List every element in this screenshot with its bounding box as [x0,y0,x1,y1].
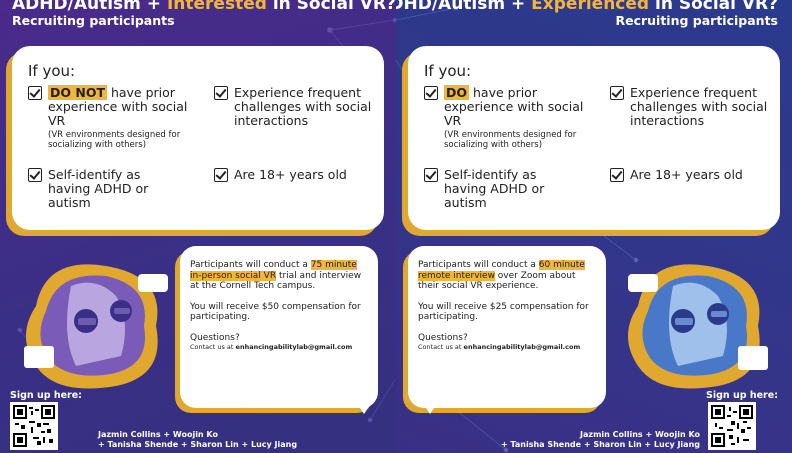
headline: ADHD/Autism + Interested in Social VR? [12,0,396,14]
criterion-age: Are 18+ years old [610,168,770,182]
checkbox-icon [424,86,438,100]
checkbox-icon [424,168,438,182]
flyer-interested: ADHD/Autism + Interested in Social VR? R… [0,0,396,453]
criterion-experience: DO have prior experience with social VR … [424,85,599,150]
criteria-card: If you: DO NOT have prior experience wit… [12,46,384,230]
questions-label: Questions? [418,332,468,343]
checkbox-icon [214,86,228,100]
criterion-challenges: Experience frequent challenges with soci… [214,86,374,128]
speech-tail [352,396,376,414]
subheadline: Recruiting participants [615,13,778,28]
contact-email-link[interactable]: enhancingabilitylab@gmail.com [235,343,353,351]
criterion-identify: Self-identify as having ADHD or autism [424,168,574,210]
details-card: Participants will conduct a 60 minute re… [408,246,606,408]
signup-label: Sign up here: [10,390,82,401]
compensation-text: You will receive $50 compensation for pa… [190,301,361,323]
checkbox-icon [214,168,228,182]
vr-users-illustration [628,264,768,389]
qr-code-icon[interactable] [10,402,58,450]
signup-label: Sign up here: [706,390,778,401]
speech-tail [418,396,442,414]
checkbox-icon [28,86,42,100]
flyer-experienced: ADHD/Autism + Experienced in Social VR? … [396,0,792,453]
criterion-challenges: Experience frequent challenges with soci… [610,86,770,128]
criterion-experience: DO NOT have prior experience with social… [28,85,203,150]
credits: Jazmin Collins + Woojin Ko + Tanisha She… [98,430,298,449]
if-you-label: If you: [28,62,76,80]
checkbox-icon [610,168,624,182]
compensation-text: You will receive $25 compensation for pa… [418,301,589,323]
credits: Jazmin Collins + Woojin Ko + Tanisha She… [500,430,700,449]
details-card: Participants will conduct a 75 minute in… [180,246,378,408]
contact-line: Contact us at enhancingabilitylab@gmail.… [418,343,581,351]
contact-line: Contact us at enhancingabilitylab@gmail.… [190,343,353,351]
qr-code-icon[interactable] [708,402,756,450]
if-you-label: If you: [424,62,472,80]
vr-users-illustration [24,264,168,389]
criterion-age: Are 18+ years old [214,168,374,182]
criterion-identify: Self-identify as having ADHD or autism [28,168,178,210]
contact-email-link[interactable]: enhancingabilitylab@gmail.com [463,343,581,351]
criteria-card: If you: DO have prior experience with so… [408,46,780,230]
checkbox-icon [610,86,624,100]
checkbox-icon [28,168,42,182]
headline: ADHD/Autism + Experienced in Social VR? [396,0,778,14]
subheadline: Recruiting participants [12,13,175,28]
questions-label: Questions? [190,332,240,343]
